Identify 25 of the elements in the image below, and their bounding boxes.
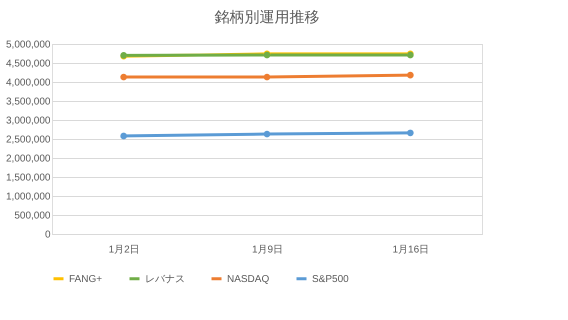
y-tick-label: 0 <box>44 230 51 240</box>
y-tick-label: 3,000,000 <box>6 116 51 126</box>
legend-label: レバナス <box>145 274 185 285</box>
x-tick-label: 1月9日 <box>252 244 284 256</box>
point <box>120 74 128 80</box>
point <box>264 74 270 80</box>
y-tick-label: 500,000 <box>14 210 51 222</box>
legend-label: S&P500 <box>312 274 350 285</box>
y-tick-label: 3,500,000 <box>6 96 51 108</box>
y-tick-label: 4,000,000 <box>6 78 51 88</box>
y-tick-label: 1,000,000 <box>6 192 51 202</box>
y-tick-label: 1,500,000 <box>6 172 51 184</box>
y-tick-label: 2,000,000 <box>6 154 51 164</box>
point <box>406 130 414 136</box>
y-tick-label: 4,500,000 <box>6 58 51 70</box>
point <box>406 72 414 79</box>
chart-title: 銘柄別運用推移 <box>214 9 320 26</box>
y-tick-label: 2,500,000 <box>6 134 51 146</box>
x-tick-label: 1月2日 <box>108 244 140 256</box>
y-tick-label: 5,000,000 <box>6 40 51 50</box>
point <box>120 132 128 140</box>
x-tick-label: 1月16日 <box>392 244 430 256</box>
point <box>264 130 270 138</box>
legend-label: FANG+ <box>69 274 102 285</box>
legend-label: NASDAQ <box>227 274 270 285</box>
